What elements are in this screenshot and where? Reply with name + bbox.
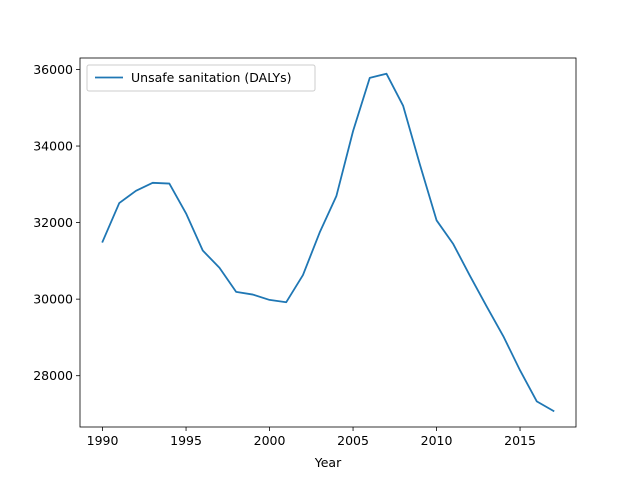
series-layer [101, 72, 555, 413]
y-axis: 28000 30000 32000 34000 36000 [33, 62, 80, 383]
x-tick-label-5: 2015 [504, 433, 536, 448]
x-tick-label-1: 1995 [170, 433, 202, 448]
y-tick-label-3: 34000 [33, 139, 73, 154]
x-axis: 1990 1995 2000 2005 2010 2015 [87, 427, 536, 448]
x-tick-label-2: 2000 [254, 433, 286, 448]
x-tick-label-0: 1990 [87, 433, 119, 448]
y-tick-label-4: 36000 [33, 62, 73, 77]
plot-frame [79, 57, 577, 428]
y-tick-label-2: 32000 [33, 215, 73, 230]
series-line-0 [101, 72, 555, 413]
x-tick-label-4: 2010 [421, 433, 453, 448]
legend: Unsafe sanitation (DALYs) [86, 64, 316, 92]
x-axis-label: Year [314, 455, 342, 470]
legend-box [86, 64, 316, 92]
legend-label: Unsafe sanitation (DALYs) [131, 70, 292, 85]
y-tick-label-1: 30000 [33, 292, 73, 307]
y-tick-label-0: 28000 [33, 368, 73, 383]
x-tick-label-3: 2005 [337, 433, 369, 448]
plot-area [80, 58, 576, 427]
